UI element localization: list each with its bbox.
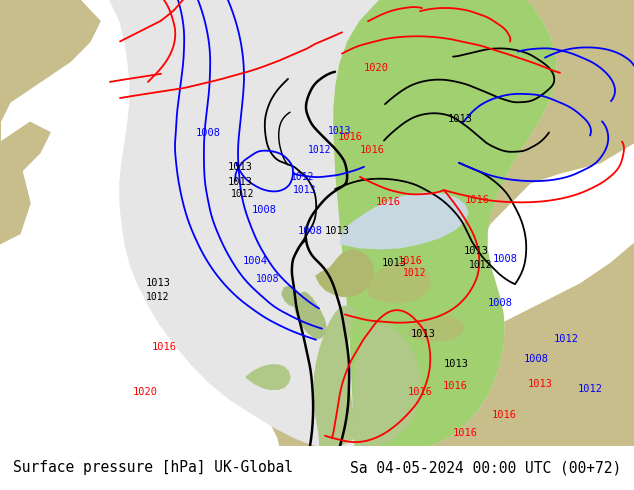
Text: 1012: 1012	[146, 292, 170, 302]
Polygon shape	[354, 324, 420, 446]
Text: 1016: 1016	[359, 145, 384, 155]
Text: 1013: 1013	[328, 126, 352, 136]
Polygon shape	[408, 317, 464, 341]
Text: 1008: 1008	[256, 274, 280, 284]
Text: 1013: 1013	[228, 162, 252, 172]
Text: 1013: 1013	[228, 177, 252, 187]
Text: 1016: 1016	[453, 428, 477, 438]
Text: 1012: 1012	[308, 145, 332, 155]
Text: Surface pressure [hPa] UK-Global: Surface pressure [hPa] UK-Global	[13, 461, 293, 475]
Polygon shape	[282, 286, 300, 306]
Text: 1013: 1013	[382, 258, 406, 268]
Text: 1016: 1016	[152, 342, 176, 352]
Text: 1020: 1020	[363, 63, 389, 73]
Polygon shape	[268, 244, 634, 446]
Polygon shape	[246, 365, 290, 389]
Text: 1013: 1013	[527, 379, 552, 389]
Text: 1013: 1013	[294, 185, 317, 195]
Polygon shape	[110, 0, 556, 446]
Polygon shape	[340, 193, 468, 249]
Polygon shape	[334, 0, 556, 446]
Text: 1012: 1012	[291, 172, 314, 182]
Text: 1013: 1013	[444, 359, 469, 369]
Polygon shape	[0, 122, 50, 183]
Text: 1013: 1013	[463, 246, 489, 256]
Polygon shape	[400, 0, 634, 446]
Text: 1012: 1012	[553, 334, 578, 343]
Text: 1008: 1008	[252, 205, 276, 215]
Text: Sa 04-05-2024 00:00 UTC (00+72): Sa 04-05-2024 00:00 UTC (00+72)	[350, 461, 621, 475]
Text: 1016: 1016	[398, 256, 422, 266]
Text: 1013: 1013	[145, 278, 171, 288]
Text: 1012: 1012	[578, 384, 602, 394]
Polygon shape	[0, 0, 30, 244]
Polygon shape	[368, 262, 430, 302]
Text: 1012: 1012	[231, 189, 255, 199]
Text: 1016: 1016	[491, 410, 517, 419]
Text: 1012: 1012	[403, 268, 427, 278]
Text: 1016: 1016	[375, 197, 401, 207]
Text: 1016: 1016	[443, 381, 467, 391]
Text: 1016: 1016	[465, 195, 489, 205]
Text: 1013: 1013	[410, 329, 436, 339]
Text: 1008: 1008	[297, 225, 323, 236]
Text: 1008: 1008	[493, 254, 517, 264]
Text: 1020: 1020	[133, 387, 157, 397]
Text: 1012: 1012	[469, 260, 493, 270]
Text: 1008: 1008	[524, 354, 548, 364]
Text: 1013: 1013	[448, 114, 472, 124]
Polygon shape	[294, 292, 326, 339]
Text: 1004: 1004	[242, 256, 268, 266]
Text: 1008: 1008	[488, 298, 512, 308]
Text: 1016: 1016	[337, 131, 363, 142]
Polygon shape	[314, 306, 355, 446]
Text: 1008: 1008	[195, 128, 221, 139]
Text: 1016: 1016	[408, 387, 432, 397]
Polygon shape	[316, 250, 373, 296]
Polygon shape	[0, 0, 100, 122]
Text: 1013: 1013	[325, 225, 349, 236]
